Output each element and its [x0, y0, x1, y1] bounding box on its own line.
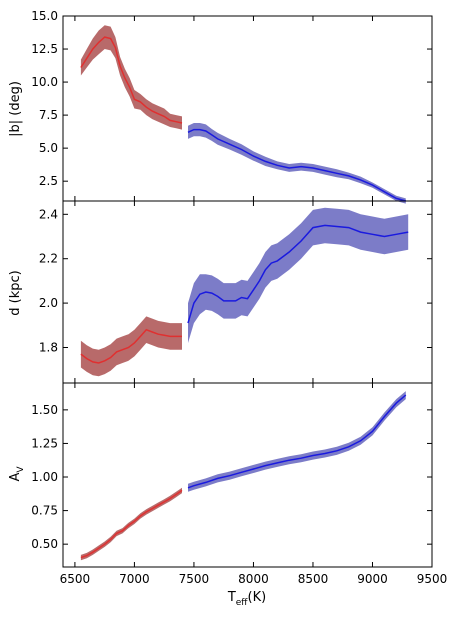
extinction-frame	[62, 382, 433, 568]
latitude-line-1	[187, 128, 406, 202]
y-axis-label-latitude: |b| (deg)	[8, 81, 23, 137]
extinction-line-1	[187, 394, 407, 489]
distance-ytick-label: 2.4	[39, 207, 58, 221]
xtick-label: 8000	[238, 572, 269, 586]
x-axis-label: Teff(K)	[227, 590, 266, 608]
distance-line-1	[187, 224, 409, 324]
y-axis-label-distance: d (kpc)	[8, 270, 23, 315]
xtick-label: 8500	[298, 572, 329, 586]
extinction-line-0	[80, 489, 183, 559]
x-axis-label-main: T	[227, 590, 236, 605]
panel-distance: 1.8 2.0 2.2 2.4	[39, 200, 433, 384]
y-axis-label-extinction-main: A	[8, 473, 23, 482]
xtick-label: 7500	[179, 572, 210, 586]
xtick-label: 6500	[60, 572, 91, 586]
latitude-ytick-label: 2.5	[39, 174, 58, 188]
y-axis-label-extinction: AV	[8, 466, 26, 482]
latitude-ytick-label: 12.5	[31, 42, 58, 56]
latitude-ytick-label: 7.5	[39, 108, 58, 122]
latitude-line-0	[80, 36, 183, 124]
latitude-frame	[62, 15, 433, 202]
extinction-ytick-label: 0.75	[31, 504, 58, 518]
distance-ytick-label: 2.2	[39, 252, 58, 266]
y-axis-label-extinction-sub: V	[16, 466, 26, 473]
extinction-ytick-label: 0.50	[31, 537, 58, 551]
distance-ytick-label: 1.8	[39, 340, 58, 354]
xtick-label: 9000	[357, 572, 388, 586]
latitude-ytick-label: 15.0	[31, 9, 58, 23]
latitude-band-0	[80, 25, 182, 130]
distance-ytick-label: 2.0	[39, 296, 58, 310]
latitude-ytick-label: 5.0	[39, 141, 58, 155]
xtick-label: 7000	[119, 572, 150, 586]
distance-band-0	[80, 316, 182, 377]
distance-band-1	[188, 207, 409, 343]
extinction-ytick-label: 1.25	[31, 436, 58, 450]
extinction-ytick-label: 1.00	[31, 470, 58, 484]
panel-latitude: 2.5 5.0 7.5 10.0 12.5 15.0	[31, 9, 433, 204]
panel-extinction: 0.50 0.75 1.00 1.25 1.50 6500 7000 7500 8000 8500…	[31, 382, 448, 586]
xtick-label: 9500	[417, 572, 448, 586]
latitude-ytick-label: 10.0	[31, 75, 58, 89]
latitude-band-1	[188, 123, 406, 204]
x-axis-label-tail: (K)	[248, 590, 267, 605]
x-axis-label-sub: eff	[236, 598, 249, 608]
extinction-ytick-label: 1.50	[31, 403, 58, 417]
extinction-band-1	[188, 391, 406, 492]
distance-line-0	[80, 328, 182, 364]
